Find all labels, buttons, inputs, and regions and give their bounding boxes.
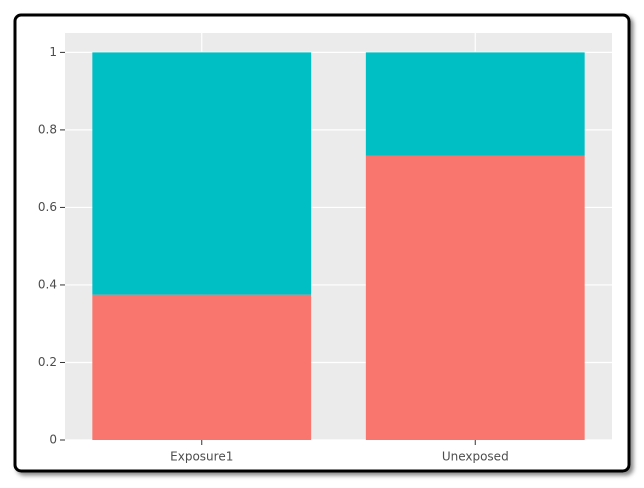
bar-segment (92, 52, 312, 295)
bar-segment (92, 294, 312, 440)
y-tick-label: 0.6 (38, 200, 57, 214)
bar-segment (365, 52, 585, 156)
bar-segment (365, 155, 585, 441)
plot-area: 0 0.2 0.4 0.6 0.8 1 Exposure1 Unexposed (38, 33, 612, 464)
y-tick-label: 0.2 (38, 355, 57, 369)
y-tick-label: 0 (49, 433, 57, 447)
x-tick-label: Exposure1 (170, 450, 233, 464)
x-tick-label: Unexposed (442, 450, 509, 464)
y-tick-label: 0.4 (38, 277, 57, 291)
y-tick-label: 1 (49, 45, 57, 59)
y-tick-label: 0.8 (38, 122, 57, 136)
